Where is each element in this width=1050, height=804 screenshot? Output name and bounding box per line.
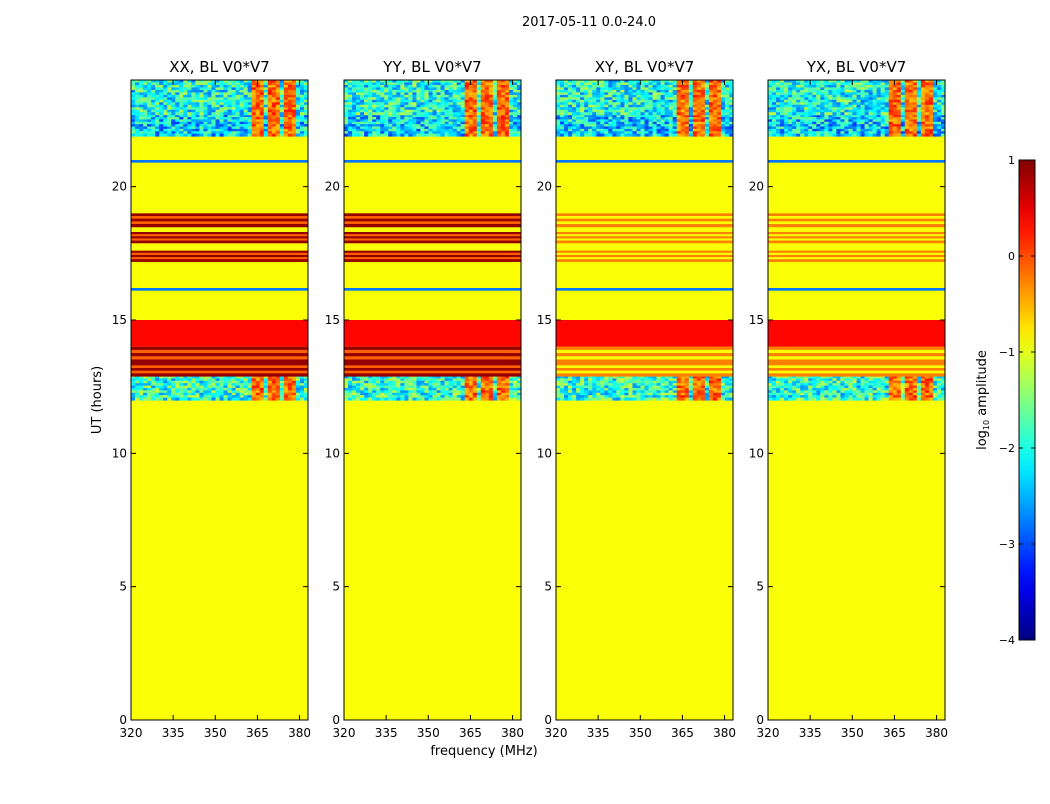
- segment-10: [131, 160, 308, 163]
- colorbar-tick-label: 1: [1008, 154, 1015, 167]
- x-tick-label: 380: [713, 726, 736, 740]
- colorbar-tick-label: −4: [999, 634, 1015, 647]
- segment-4: [556, 320, 733, 347]
- heatmap-image: [556, 80, 734, 720]
- segment-6: [556, 288, 733, 291]
- x-tick-label: 350: [204, 726, 227, 740]
- heatmap-image: [344, 80, 522, 720]
- segment-0: [344, 400, 521, 720]
- x-tick-label: 335: [799, 726, 822, 740]
- segment-0: [556, 400, 733, 720]
- segment-6: [768, 288, 945, 291]
- segment-5: [556, 291, 733, 320]
- segment-6: [344, 288, 521, 291]
- x-tick-label: 380: [288, 726, 311, 740]
- y-tick-label: 10: [537, 446, 552, 460]
- y-tick-label: 15: [112, 313, 127, 327]
- x-axis-label: frequency (MHz): [430, 744, 537, 759]
- panel-xx: XX, BL V0*V7 320 335 350 365 380 0 5 10 15 20: [112, 58, 311, 740]
- segment-0: [768, 400, 945, 720]
- y-axis-label: UT (hours): [90, 366, 105, 434]
- y-tick-label: 20: [537, 180, 552, 194]
- segment-5: [131, 291, 308, 320]
- x-tick-label: 365: [246, 726, 269, 740]
- panel-title: XY, BL V0*V7: [595, 58, 695, 76]
- panel-title: YX, BL V0*V7: [806, 58, 907, 76]
- x-tick-label: 320: [333, 726, 356, 740]
- x-tick-label: 320: [545, 726, 568, 740]
- x-tick-label: 350: [629, 726, 652, 740]
- y-tick-label: 20: [325, 180, 340, 194]
- y-tick-label: 5: [756, 580, 764, 594]
- y-tick-label: 5: [544, 580, 552, 594]
- x-tick-label: 320: [120, 726, 143, 740]
- segment-4: [131, 320, 308, 347]
- x-tick-label: 335: [587, 726, 610, 740]
- y-tick-label: 0: [119, 713, 127, 727]
- colorbar-label-rest: amplitude: [975, 350, 990, 420]
- colorbar-label: log10 amplitude: [975, 350, 991, 450]
- colorbar-label-subscript: 10: [982, 420, 991, 430]
- y-tick-label: 15: [749, 313, 764, 327]
- y-tick-label: 0: [332, 713, 340, 727]
- y-tick-label: 15: [325, 313, 340, 327]
- x-tick-label: 335: [375, 726, 398, 740]
- colorbar-gradient: [1019, 160, 1035, 640]
- segment-10: [344, 160, 521, 163]
- x-tick-label: 365: [671, 726, 694, 740]
- colorbar: 1 0 −1 −2 −3 −4: [999, 154, 1035, 647]
- y-tick-label: 0: [756, 713, 764, 727]
- panel-xy: XY, BL V0*V7 320 335 350 365 380 0 5 10 15 20: [537, 58, 736, 740]
- y-tick-label: 10: [112, 446, 127, 460]
- y-tick-label: 20: [749, 180, 764, 194]
- y-tick-label: 10: [749, 446, 764, 460]
- segment-10: [556, 160, 733, 163]
- x-tick-label: 335: [162, 726, 185, 740]
- panel-title: YY, BL V0*V7: [382, 58, 481, 76]
- segment-4: [344, 320, 521, 347]
- segment-0: [131, 400, 308, 720]
- colorbar-tick-label: −3: [999, 538, 1015, 551]
- y-tick-label: 15: [537, 313, 552, 327]
- y-tick-label: 0: [544, 713, 552, 727]
- x-tick-label: 365: [883, 726, 906, 740]
- x-tick-label: 350: [417, 726, 440, 740]
- segment-4: [768, 320, 945, 347]
- panel-title: XX, BL V0*V7: [169, 58, 270, 76]
- segment-6: [131, 288, 308, 291]
- heatmap-image: [768, 80, 946, 720]
- x-tick-label: 365: [459, 726, 482, 740]
- y-tick-label: 5: [119, 580, 127, 594]
- y-tick-label: 5: [332, 580, 340, 594]
- colorbar-tick-label: −1: [999, 346, 1015, 359]
- segment-10: [768, 160, 945, 163]
- panel-yx: YX, BL V0*V7 320 335 350 365 380 0 5 10 15 20: [749, 58, 948, 740]
- panel-yy: YY, BL V0*V7 320 335 350 365 380 0 5 10 15 20: [325, 58, 524, 740]
- colorbar-tick-label: 0: [1008, 250, 1015, 263]
- heatmap-image: [131, 80, 309, 720]
- colorbar-tick-label: −2: [999, 442, 1015, 455]
- x-tick-label: 380: [501, 726, 524, 740]
- segment-5: [344, 291, 521, 320]
- x-tick-label: 380: [925, 726, 948, 740]
- x-tick-label: 320: [757, 726, 780, 740]
- figure-suptitle: 2017-05-11 0.0-24.0: [522, 15, 656, 30]
- y-tick-label: 20: [112, 180, 127, 194]
- colorbar-label-base: log: [975, 430, 990, 450]
- segment-5: [768, 291, 945, 320]
- x-tick-label: 350: [841, 726, 864, 740]
- y-tick-label: 10: [325, 446, 340, 460]
